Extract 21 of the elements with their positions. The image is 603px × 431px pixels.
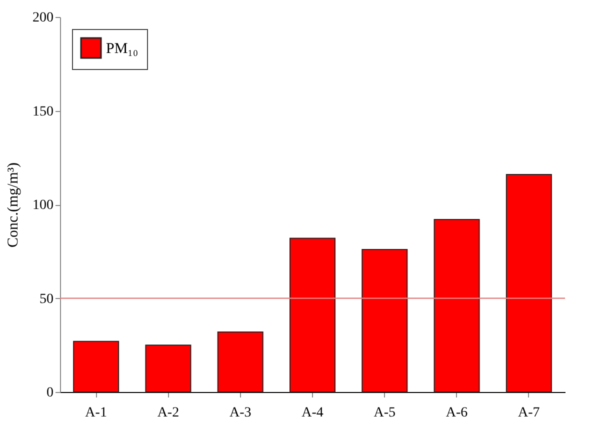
legend-label: PM₁₀ (106, 41, 138, 57)
y-tick-label: 200 (32, 10, 54, 26)
x-tick-label: A-7 (518, 406, 540, 420)
bar (434, 219, 480, 392)
x-tick-label: A-2 (157, 406, 180, 420)
x-tick-label: A-6 (446, 406, 468, 420)
bar (145, 344, 192, 392)
bar (362, 249, 408, 392)
x-tick-label: A-5 (374, 406, 396, 420)
x-tick-label: A-1 (85, 406, 107, 420)
y-tick-label: 100 (32, 198, 54, 213)
y-tick-label: 150 (32, 104, 54, 120)
y-axis-title: Conc.(mg/m³) (6, 162, 22, 248)
bar (217, 332, 264, 392)
bar (290, 238, 336, 392)
bar (73, 340, 120, 392)
x-tick-label: A-3 (229, 406, 252, 420)
bar (506, 174, 552, 392)
y-tick-label: 50 (40, 292, 54, 307)
x-tick-label: A-4 (302, 406, 324, 420)
y-tick-label: 0 (46, 386, 54, 400)
